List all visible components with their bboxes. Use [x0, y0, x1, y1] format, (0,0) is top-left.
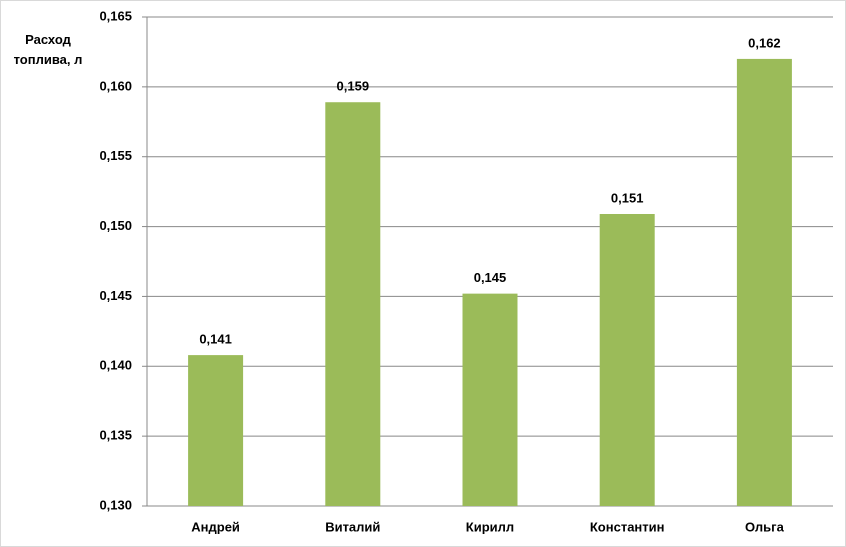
y-tick-label: 0,160 [99, 78, 132, 93]
data-label: 0,145 [474, 270, 507, 285]
x-tick-label: Кирилл [466, 519, 514, 534]
x-tick-label: Константин [590, 519, 665, 534]
bar [599, 213, 655, 507]
y-tick-label: 0,130 [99, 497, 132, 512]
y-tick-label: 0,135 [99, 428, 132, 443]
x-tick-label: Ольга [745, 519, 785, 534]
y-tick-label: 0,150 [99, 218, 132, 233]
data-label: 0,151 [611, 190, 644, 205]
y-tick-label: 0,155 [99, 148, 132, 163]
data-label: 0,159 [337, 79, 370, 94]
x-tick-label: Виталий [325, 519, 380, 534]
data-label: 0,141 [199, 332, 232, 347]
bar [325, 102, 381, 507]
x-tick-label: Андрей [191, 519, 240, 534]
y-tick-label: 0,140 [99, 358, 132, 373]
y-tick-label: 0,165 [99, 8, 132, 23]
y-axis-label: Расход топлива, л [13, 32, 83, 67]
bar [188, 355, 244, 506]
bar [462, 293, 518, 506]
bar [736, 58, 792, 507]
data-label: 0,162 [748, 35, 781, 50]
y-tick-label: 0,145 [99, 288, 132, 303]
